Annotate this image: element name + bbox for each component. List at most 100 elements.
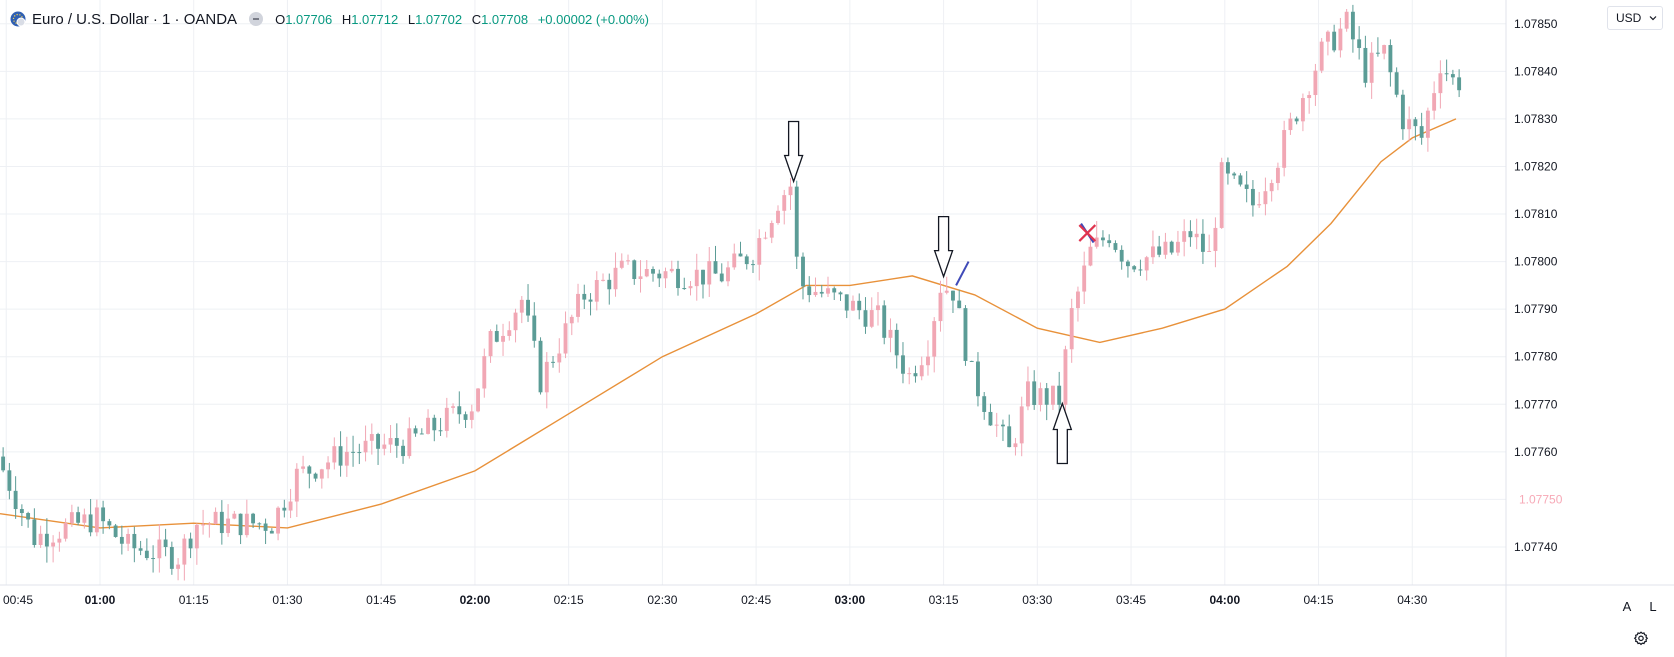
candle <box>232 510 237 520</box>
candle-body <box>1457 77 1462 91</box>
candle-body <box>1357 39 1362 48</box>
candle <box>1169 240 1174 255</box>
currency-selector[interactable]: USD <box>1607 6 1663 30</box>
candle <box>338 431 343 477</box>
moving-average-line <box>0 118 1457 529</box>
candle <box>1263 177 1268 216</box>
candle <box>1369 42 1374 99</box>
candle-body <box>657 273 662 279</box>
candle <box>1069 298 1074 363</box>
candle <box>744 254 749 270</box>
candle-body <box>1044 388 1049 405</box>
candle-body <box>863 310 868 327</box>
candle <box>682 277 687 290</box>
candle <box>44 518 49 563</box>
candle <box>832 286 837 300</box>
candle-body <box>1188 231 1193 238</box>
candle <box>969 360 974 362</box>
auto-scale-button[interactable]: A <box>1616 595 1638 617</box>
candle-body <box>401 445 405 457</box>
candle <box>1194 218 1199 250</box>
drawings-layer[interactable] <box>783 120 1097 465</box>
candle <box>113 523 118 538</box>
candle <box>1144 255 1149 281</box>
candle <box>269 528 274 534</box>
candle-body <box>694 269 699 287</box>
candle-body <box>144 550 149 559</box>
candle <box>494 324 499 343</box>
candlestick-series <box>1 4 1462 581</box>
candle-body <box>1307 95 1312 99</box>
candle-body <box>994 424 999 426</box>
low-key: L <box>407 11 416 27</box>
candle-body <box>751 264 755 266</box>
candle-body <box>1001 424 1005 427</box>
candle <box>1076 286 1080 322</box>
candle <box>557 338 562 373</box>
candle-body <box>638 276 643 280</box>
cross-mark-icon[interactable] <box>1078 224 1097 242</box>
candle-body <box>1101 237 1105 241</box>
candle-body <box>488 331 493 357</box>
x-tick-label: 02:00 <box>460 593 491 607</box>
candle <box>563 311 568 359</box>
trend-line[interactable] <box>955 261 970 286</box>
candle-body <box>544 361 549 393</box>
candle <box>1119 245 1124 270</box>
candle-body <box>132 533 137 549</box>
candle-body <box>219 511 224 534</box>
candle <box>101 500 106 534</box>
candle-body <box>1375 52 1380 54</box>
candle-body <box>1094 237 1099 247</box>
candle <box>132 526 137 563</box>
symbol-title[interactable]: Euro / U.S. Dollar · 1 · OANDA <box>32 10 238 28</box>
candle-body <box>438 430 443 432</box>
candle <box>569 314 574 336</box>
candle <box>1026 366 1030 411</box>
candle-body <box>451 406 455 408</box>
y-tick-label: 1.07780 <box>1514 350 1558 364</box>
candle-body <box>338 446 343 466</box>
candle-body <box>1225 162 1230 174</box>
candle <box>1 447 6 473</box>
candle-body <box>1313 70 1318 96</box>
arrow-up-icon[interactable] <box>1052 401 1073 465</box>
candle-body <box>926 356 930 366</box>
candle-body <box>1382 45 1387 54</box>
candle <box>1282 120 1287 177</box>
candle <box>707 247 712 297</box>
candle <box>369 423 374 455</box>
candle <box>976 352 980 407</box>
candle <box>901 342 905 384</box>
candle <box>1094 221 1099 249</box>
candle-body <box>582 293 587 300</box>
arrow-down-icon[interactable] <box>783 120 804 184</box>
candle <box>1225 157 1230 185</box>
candle-body <box>576 293 580 317</box>
candle-body <box>469 411 474 420</box>
log-scale-button[interactable]: L <box>1642 595 1664 617</box>
candle <box>1388 39 1393 87</box>
candle-body <box>457 406 462 415</box>
candle <box>1332 24 1337 53</box>
candle-body <box>932 321 937 357</box>
candle <box>1313 63 1318 106</box>
candle-body <box>507 330 512 336</box>
y-tick-label: 1.07810 <box>1514 207 1558 221</box>
candle <box>238 513 243 545</box>
arrow-down-icon[interactable] <box>933 215 954 279</box>
minus-circle-icon[interactable] <box>249 12 264 26</box>
candle <box>513 308 518 343</box>
candle-body <box>857 300 862 311</box>
candle <box>1232 171 1237 179</box>
candle <box>257 522 262 530</box>
x-tick-label: 04:00 <box>1209 593 1240 607</box>
candle <box>301 455 306 474</box>
candle <box>719 263 724 283</box>
candle-body <box>957 300 962 309</box>
candle-body <box>88 514 93 533</box>
candle-body <box>151 558 156 560</box>
settings-button[interactable] <box>1630 628 1652 650</box>
candle-body <box>138 548 143 551</box>
